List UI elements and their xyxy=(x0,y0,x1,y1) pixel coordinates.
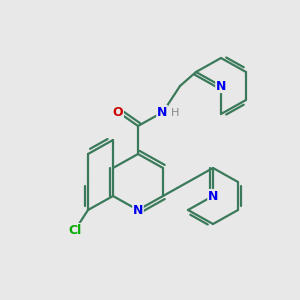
Text: N: N xyxy=(157,106,167,118)
Text: N: N xyxy=(133,203,143,217)
Text: H: H xyxy=(171,108,179,118)
Text: N: N xyxy=(216,80,226,92)
Text: N: N xyxy=(208,190,218,202)
Text: Cl: Cl xyxy=(68,224,82,236)
Text: O: O xyxy=(113,106,123,118)
